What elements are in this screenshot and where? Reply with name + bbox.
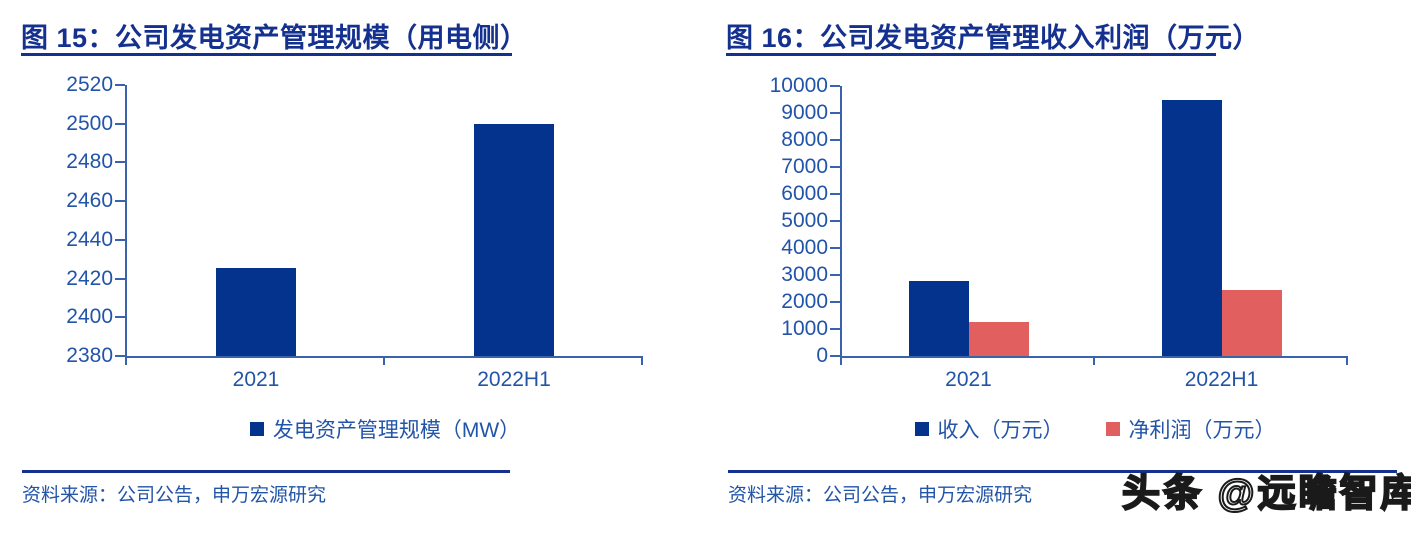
legend-item: 净利润（万元） <box>1105 414 1276 444</box>
x-category-label: 2022H1 <box>477 368 551 391</box>
y-axis-tick <box>830 247 840 249</box>
y-axis-tick <box>115 355 125 357</box>
bar-净利润（万元）-2021 <box>968 321 1029 356</box>
y-axis-tick-label: 2380 <box>66 344 113 367</box>
figure-16-title-underline <box>726 53 1216 56</box>
figure-15-source: 资料来源：公司公告，申万宏源研究 <box>22 485 327 506</box>
y-axis-tick <box>830 355 840 357</box>
y-axis-tick-label: 4000 <box>781 236 828 259</box>
watermark-toutiao-yuanzhan: 头条 @远瞻智库 <box>1121 472 1411 516</box>
y-axis-tick-label: 5000 <box>781 209 828 232</box>
x-axis-tick <box>641 356 643 365</box>
bar-发电资产管理规模（MW）-2022H1 <box>474 123 554 356</box>
y-axis-tick-label: 0 <box>816 344 828 367</box>
y-axis-tick-label: 2000 <box>781 290 828 313</box>
figure-16-source: 资料来源：公司公告，申万宏源研究 <box>728 485 1033 506</box>
x-axis-tick <box>1093 356 1095 365</box>
figure-15-plot-area: 2380 2400 2420 2440 2460 2480 2500 2520 2021 2022… <box>66 73 643 391</box>
figure-15-source-rule <box>22 470 510 473</box>
y-axis-tick <box>115 277 125 280</box>
legend-label: 收入（万元） <box>937 419 1064 442</box>
legend-swatch-icon <box>914 422 929 436</box>
legend-label: 净利润（万元） <box>1128 419 1276 442</box>
y-axis-tick <box>115 161 125 164</box>
y-axis-tick <box>830 193 840 195</box>
bar-收入（万元）-2022H1 <box>1161 100 1222 356</box>
x-category-label: 2022H1 <box>1184 368 1259 391</box>
figure-15-title: 图 15：公司发电资产管理规模（用电侧） <box>21 23 528 53</box>
figure-16-source-rule <box>728 470 1397 473</box>
figure-16-title: 图 16：公司发电资产管理收入利润（万元） <box>726 23 1261 53</box>
y-axis-tick-label: 10000 <box>769 74 828 97</box>
bar-收入（万元）-2021 <box>908 281 969 356</box>
y-axis-tick-label: 2480 <box>66 150 113 174</box>
y-axis-tick-label: 2500 <box>66 111 113 135</box>
legend-label: 发电资产管理规模（MW） <box>272 419 521 442</box>
y-axis-tick-label: 2440 <box>66 227 113 251</box>
y-axis-tick-label: 2400 <box>66 305 113 329</box>
legend-swatch-icon <box>249 422 264 436</box>
y-axis-tick <box>830 112 840 114</box>
figure-16: 图 16：公司发电资产管理收入利润（万元） 0 1000 2000 3000 4000 5… <box>726 16 1411 521</box>
y-axis-line <box>840 86 842 365</box>
y-axis-line <box>125 85 127 365</box>
figure-15-legend: 发电资产管理规模（MW） <box>127 414 643 444</box>
y-axis-tick-label: 9000 <box>781 101 828 124</box>
figure-16-legend: 收入（万元） 净利润（万元） <box>842 414 1348 444</box>
figure-15: 图 15：公司发电资产管理规模（用电侧） 2380 2400 2420 2440 246… <box>21 16 685 521</box>
y-axis-tick-label: 8000 <box>781 128 828 151</box>
figure-15-title-underline <box>21 53 512 56</box>
y-axis-tick-label: 1000 <box>781 317 828 340</box>
y-axis-tick <box>830 274 840 276</box>
bar-净利润（万元）-2022H1 <box>1221 289 1282 356</box>
y-axis-tick <box>115 122 125 125</box>
y-axis-tick <box>830 301 840 303</box>
bar-发电资产管理规模（MW）-2021 <box>216 267 296 356</box>
y-axis-tick-label: 6000 <box>781 182 828 205</box>
y-axis-tick <box>115 316 125 319</box>
x-axis-tick <box>383 356 385 365</box>
y-axis-tick-label: 3000 <box>781 263 828 286</box>
figure-16-plot-area: 0 1000 2000 3000 4000 5000 6000 7000 8000 9000 100… <box>770 74 1348 391</box>
y-axis-tick <box>830 139 840 141</box>
y-axis-tick-label: 2420 <box>66 266 113 290</box>
y-axis-tick <box>830 220 840 222</box>
y-axis-tick <box>830 166 840 168</box>
y-axis-tick <box>115 84 125 86</box>
y-axis-tick <box>115 238 125 241</box>
legend-item: 收入（万元） <box>914 414 1064 444</box>
y-axis-tick-label: 2520 <box>66 73 113 96</box>
y-axis-tick <box>115 200 125 203</box>
y-axis-tick-label: 7000 <box>781 155 828 178</box>
x-axis-tick <box>1346 356 1348 365</box>
y-axis-tick-label: 2460 <box>66 189 113 213</box>
x-category-label: 2021 <box>232 368 280 391</box>
y-axis-tick <box>830 85 840 87</box>
x-category-label: 2021 <box>945 368 992 391</box>
y-axis-tick <box>830 328 840 330</box>
legend-item: 发电资产管理规模（MW） <box>249 414 521 444</box>
legend-swatch-icon <box>1105 422 1120 436</box>
